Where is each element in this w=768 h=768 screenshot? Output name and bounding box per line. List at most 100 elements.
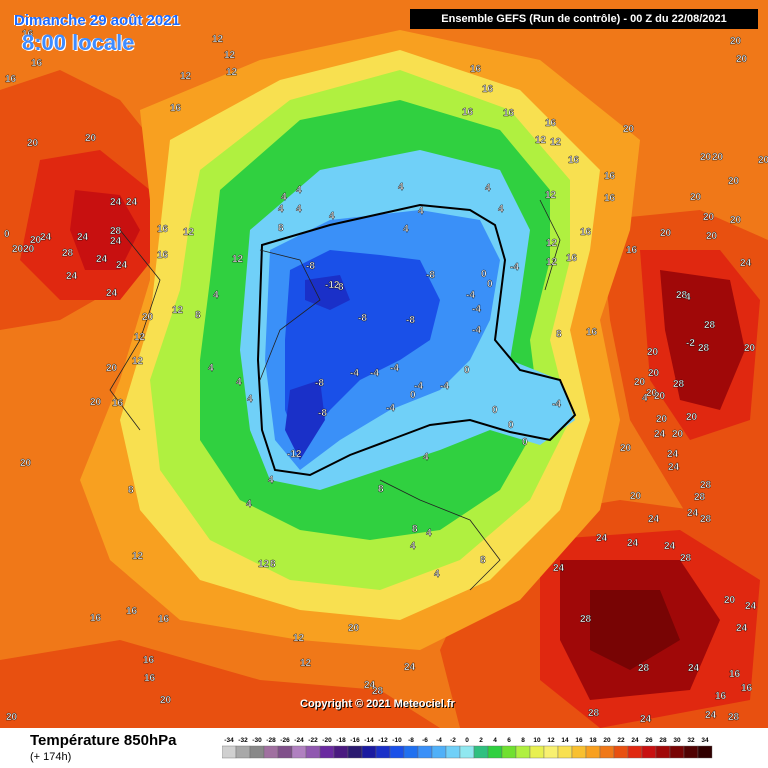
map-value-label: 20 [700,152,712,163]
scale-tick-label: -32 [238,737,248,744]
hot-core-east [660,270,745,410]
map-value-label: 28 [638,663,650,674]
map-value-label: 28 [680,553,692,564]
scale-swatch [249,745,265,759]
map-value-label: 12 [224,50,236,61]
color-scale: -34 -32 -30 -28 -26 -24 -22 -20 -18 -16 -14 -12 -10-… [222,737,713,759]
forecast-date: Dimanche 29 août 2021 [14,12,180,29]
map-value-label: 20 [730,36,742,47]
scale-tick-label: 30 [673,737,681,744]
map-value-label: 28 [62,248,74,259]
map-value-label: 8 [480,555,486,566]
scale-tick-label: 26 [645,737,653,744]
map-value-label: 0 [508,420,514,431]
scale-swatch [599,745,615,759]
map-value-label: 12 [226,67,238,78]
map-value-label: 12 [183,227,195,238]
scale-tick-label: -20 [322,737,332,744]
map-value-label: 20 [706,231,718,242]
map-value-label: 16 [126,606,138,617]
map-value-label: 4 [246,499,252,510]
map-value-label: 24 [126,197,138,208]
run-info-banner: Ensemble GEFS (Run de contrôle) - 00 Z d… [410,9,758,29]
map-value-label: 20 [648,368,660,379]
map-value-label: 16 [604,193,616,204]
map-value-label: 16 [157,224,169,235]
map-value-label: 12 [535,135,547,146]
map-value-label: 4 [426,528,432,539]
scale-swatch [333,745,349,759]
hot-core-west [70,190,140,270]
map-value-label: 20 [30,235,42,246]
scale-swatch [277,745,293,759]
scale-swatch [431,745,447,759]
map-value-label: 8 [378,484,384,495]
scale-tick-label: 6 [507,737,511,744]
map-value-label: 4 [278,204,284,215]
map-value-label: 16 [31,58,43,69]
map-value-label: 16 [143,655,155,666]
map-value-label: -8 [306,261,315,272]
map-value-label: 16 [462,107,474,118]
map-value-label: 24 [627,538,639,549]
map-value-label: 20 [646,388,658,399]
map-value-label: -8 [315,378,324,389]
map-value-label: 20 [620,443,632,454]
scale-tick-label: 20 [603,737,611,744]
scale-tick-label: 2 [479,737,483,744]
scale-swatch [515,745,531,759]
map-value-label: 20 [758,155,768,166]
scale-tick-label: 16 [575,737,583,744]
scale-swatch [417,745,433,759]
scale-swatch [529,745,545,759]
map-value-label: 16 [170,103,182,114]
scale-swatch [669,745,685,759]
map-value-label: 16 [604,171,616,182]
map-value-label: 12 [300,658,312,669]
map-value-label: 8 [338,282,344,293]
scale-swatch [445,745,461,759]
map-value-label: 20 [85,133,97,144]
map-value-label: 20 [630,491,642,502]
map-value-label: 4 [423,452,429,463]
map-value-label: 4 [642,393,648,404]
map-value-label: 16 [729,669,741,680]
scale-swatch [459,745,475,759]
map-value-label: 24 [688,663,700,674]
scale-tick-label: -22 [308,737,318,744]
map-value-label: 12 [293,633,305,644]
map-value-label: -4 [472,304,481,315]
scale-swatch [487,745,503,759]
map-value-label: 8 [556,329,562,340]
scale-swatch [697,745,713,759]
scale-swatch [473,745,489,759]
map-value-label: 8 [278,223,284,234]
map-value-label: 24 [745,601,757,612]
scale-tick-label: -34 [224,737,234,744]
map-value-label: 20 [634,377,646,388]
map-value-label: 4 [247,394,253,405]
map-value-label: 24 [640,714,652,725]
map-value-label: 16 [586,327,598,338]
map-value-label: 24 [364,680,376,691]
map-value-label: 16 [482,84,494,95]
map-value-label: -2 [686,338,695,349]
map-value-label: 16 [90,613,102,624]
map-value-label: 12 [546,257,558,268]
scale-swatch [347,745,363,759]
map-value-label: 24 [648,514,660,525]
map-value-label: 24 [736,623,748,634]
map-value-label: 20 [730,215,742,226]
map-value-label: 20 [142,312,154,323]
map-value-label: 4 [268,475,274,486]
map-value-label: 28 [728,712,740,723]
scale-tick-label: -24 [294,737,304,744]
map-value-label: 12 [546,238,558,249]
map-value-label: 24 [654,429,666,440]
map-value-label: -8 [406,315,415,326]
map-value-label: 16 [568,155,580,166]
scale-tick-label: 18 [589,737,597,744]
map-value-label: 0 [464,365,470,376]
map-value-label: 20 [672,429,684,440]
scale-swatch [641,745,657,759]
